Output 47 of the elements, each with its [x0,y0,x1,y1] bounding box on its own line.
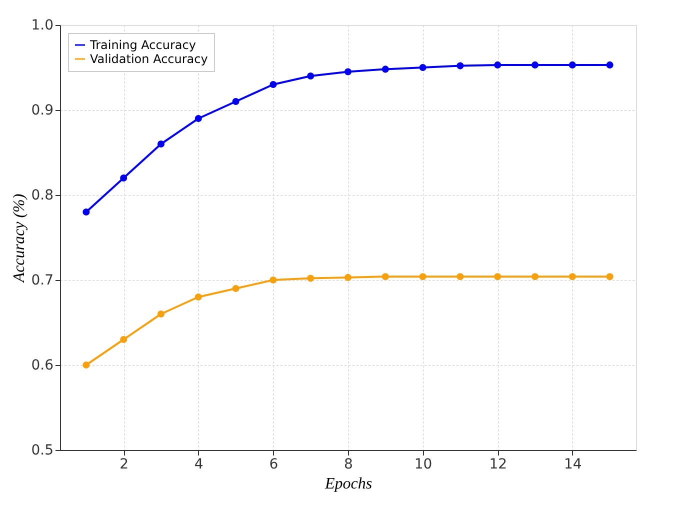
y-tick-label: 0.8 [31,188,54,204]
point [382,273,389,280]
legend-label: Validation Accuracy [90,52,208,66]
point [270,276,277,284]
point [568,273,576,280]
x-axis-title: Epochs [324,476,372,492]
point [419,273,426,280]
x-tick-label: 6 [269,456,278,472]
point [120,174,128,182]
point [344,274,352,281]
point [194,293,202,301]
y-tick-label: 0.7 [31,272,54,288]
x-tick-label: 8 [344,456,353,472]
point [531,61,539,68]
x-tick-label: 10 [414,456,432,472]
point [344,68,352,76]
x-tick-label: 14 [564,456,582,472]
point [606,273,614,280]
point [568,61,576,68]
y-tick-label: 0.5 [31,442,54,458]
point [419,64,426,72]
point [531,273,539,280]
point [82,208,90,216]
point [82,361,90,369]
y-tick-label: 0.9 [31,102,54,118]
point [157,140,165,148]
point [194,114,202,122]
point [606,61,614,68]
point [456,62,464,70]
point [120,336,128,344]
point [382,66,389,73]
point [494,61,502,68]
point [232,284,240,292]
point [307,72,314,80]
y-tick-label: 0.6 [31,358,54,374]
point [270,80,277,88]
point [456,273,464,280]
point [232,98,240,106]
legend-label: Training Accuracy [89,38,196,52]
x-tick-label: 4 [194,456,204,472]
point [307,274,314,282]
x-tick-label: 12 [489,456,508,472]
point [494,273,502,280]
y-axis-title: Accuracy (%) [11,194,28,284]
y-tick-label: 1.0 [31,18,54,34]
point [157,310,165,318]
x-tick-label: 2 [120,456,129,472]
